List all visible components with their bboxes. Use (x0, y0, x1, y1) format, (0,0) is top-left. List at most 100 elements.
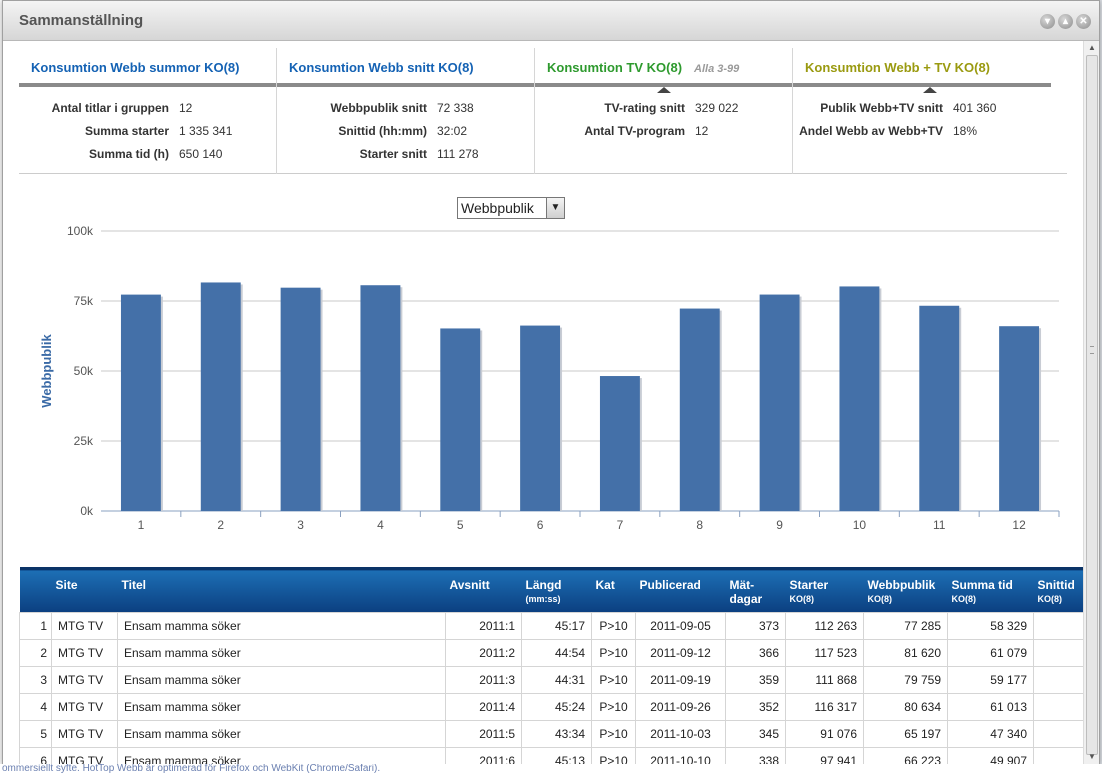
chart-metric-select[interactable]: Webbpublik ▼ (457, 197, 565, 219)
summary-row: Antal titlar i gruppen 12 (19, 101, 276, 124)
column-header[interactable]: Mät-dagar (725, 567, 786, 613)
table-row[interactable]: 1 MTG TV Ensam mamma söker 2011:1 45:17 P>10 2… (19, 612, 1083, 640)
summary-row: Starter snitt 111 278 (277, 147, 534, 170)
summary-value: 111 278 (437, 147, 479, 161)
window-buttons: ▾ ▴ ✕ (1040, 14, 1091, 29)
summary-value: 650 140 (179, 147, 223, 161)
table-cell: 59 177 (947, 666, 1034, 694)
table-cell: Ensam mamma söker (117, 666, 446, 694)
close-icon[interactable]: ✕ (1076, 14, 1091, 29)
table-cell: 45:24 (521, 693, 592, 721)
summary-column-heading[interactable]: Konsumtion Webb summor KO(8) (19, 48, 276, 87)
column-header-unit: (mm:ss) (525, 594, 561, 604)
table-cell: 3 (19, 666, 52, 694)
table-cell: 112 263 (785, 612, 864, 640)
summary-key: Summa starter (84, 124, 169, 138)
column-header-unit: KO(8) (789, 594, 815, 604)
summary-key: Antal titlar i gruppen (51, 101, 169, 115)
summary-heading-label: Konsumtion Webb summor KO(8) (31, 60, 240, 75)
bar (999, 326, 1040, 511)
summary-value: 12 (179, 101, 193, 115)
summary-row: Andel Webb av Webb+TV 18% (793, 124, 1051, 147)
table-cell: 4 (19, 693, 52, 721)
table-cell: 44:31 (521, 666, 592, 694)
summary-key: Andel Webb av Webb+TV (799, 124, 943, 138)
summary-column-heading[interactable]: Konsumtion Webb snitt KO(8) (277, 48, 534, 87)
column-header[interactable]: Webbpublik KO(8) (863, 567, 948, 613)
bar (200, 282, 241, 511)
x-tick-label: 12 (1012, 518, 1026, 531)
column-header[interactable]: Snittid KO(8) (1033, 567, 1083, 613)
column-header[interactable]: Site (51, 567, 118, 613)
column-header[interactable]: Titel (117, 567, 446, 613)
column-header[interactable]: Kat (591, 567, 636, 613)
summary-row: TV-rating snitt 329 022 (535, 101, 792, 124)
summary-key: Antal TV-program (584, 124, 685, 138)
episodes-table-wrap: Site Titel Avsnitt Längd (mm:ss) Kat Publicera… (19, 567, 1083, 765)
table-row[interactable]: 3 MTG TV Ensam mamma söker 2011:3 44:31 P>10 2… (19, 666, 1083, 694)
table-row[interactable]: 6 MTG TV Ensam mamma söker 2011:6 45:13 P>10 2… (19, 747, 1083, 765)
table-row[interactable]: 4 MTG TV Ensam mamma söker 2011:4 45:24 P>10 2… (19, 693, 1083, 721)
column-header[interactable]: Starter KO(8) (785, 567, 864, 613)
column-header[interactable]: Publicerad (635, 567, 726, 613)
triangle-up-icon (657, 87, 671, 93)
column-header[interactable]: Summa tid KO(8) (947, 567, 1034, 613)
table-cell: 77 285 (863, 612, 948, 640)
y-tick-label: 25k (74, 434, 94, 448)
table-cell: MTG TV (51, 666, 118, 694)
chevron-down-icon[interactable]: ▼ (546, 198, 564, 218)
column-header-label: Webbpublik (867, 578, 936, 592)
table-cell: 2011-09-05 (635, 612, 726, 640)
table-cell: 43:34 (521, 720, 592, 748)
table-cell: 2 (19, 639, 52, 667)
triangle-up-icon (923, 87, 937, 93)
bar (679, 308, 720, 511)
summary-key: Summa tid (h) (89, 147, 169, 161)
summary-value: 1 335 341 (179, 124, 233, 138)
table-cell: 345 (725, 720, 786, 748)
summary-row: Summa starter 1 335 341 (19, 124, 276, 147)
dialog-titlebar[interactable]: Sammanställning ▾ ▴ ✕ (3, 1, 1099, 41)
column-header-label: Titel (121, 578, 146, 592)
summary-row: Summa tid (h) 650 140 (19, 147, 276, 170)
x-tick-label: 7 (617, 518, 624, 531)
column-header[interactable]: Avsnitt (445, 567, 522, 613)
bar (520, 325, 561, 511)
expand-icon[interactable]: ▴ (1058, 14, 1073, 29)
summary-heading-sub: Alla 3-99 (694, 63, 740, 75)
table-row[interactable]: 2 MTG TV Ensam mamma söker 2011:2 44:54 P>10 2… (19, 639, 1083, 667)
table-cell: MTG TV (51, 693, 118, 721)
bar (759, 294, 800, 511)
x-tick-label: 4 (377, 518, 384, 531)
column-header[interactable] (19, 567, 52, 613)
scroll-up-icon[interactable]: ▲ (1088, 43, 1096, 52)
table-cell: P>10 (591, 666, 636, 694)
column-header-unit: KO(8) (951, 594, 977, 604)
table-cell: Ensam mamma söker (117, 720, 446, 748)
column-header-label: Mät-dagar (729, 578, 763, 606)
summary-column-heading[interactable]: Konsumtion TV KO(8) Alla 3-99 (535, 48, 792, 87)
summary-value: 12 (695, 124, 709, 138)
table-row[interactable]: 5 MTG TV Ensam mamma söker 2011:5 43:34 P>10 2… (19, 720, 1083, 748)
column-header[interactable]: Längd (mm:ss) (521, 567, 592, 613)
table-cell: 61 013 (947, 693, 1034, 721)
table-cell: 111 868 (785, 666, 864, 694)
table-cell: Ensam mamma söker (117, 612, 446, 640)
table-cell: 2011-09-12 (635, 639, 726, 667)
table-cell: 58 329 (947, 612, 1034, 640)
column-header-unit: KO(8) (1037, 594, 1063, 604)
table-cell: 2011:4 (445, 693, 522, 721)
collapse-icon[interactable]: ▾ (1040, 14, 1055, 29)
vertical-scrollbar[interactable]: ▲ ▼ (1083, 41, 1099, 765)
summary-column-3: Konsumtion TV KO(8) Alla 3-99 TV-rating sn… (535, 48, 793, 174)
scroll-down-icon[interactable]: ▼ (1088, 752, 1096, 761)
column-header-label: Publicerad (639, 578, 701, 592)
scrollbar-thumb[interactable] (1086, 55, 1098, 755)
summary-column-heading[interactable]: Konsumtion Webb + TV KO(8) (793, 48, 1051, 87)
table-cell: Ensam mamma söker (117, 639, 446, 667)
summary-key: Webbpublik snitt (330, 101, 427, 115)
table-cell: P>10 (591, 693, 636, 721)
table-cell (1033, 747, 1083, 765)
